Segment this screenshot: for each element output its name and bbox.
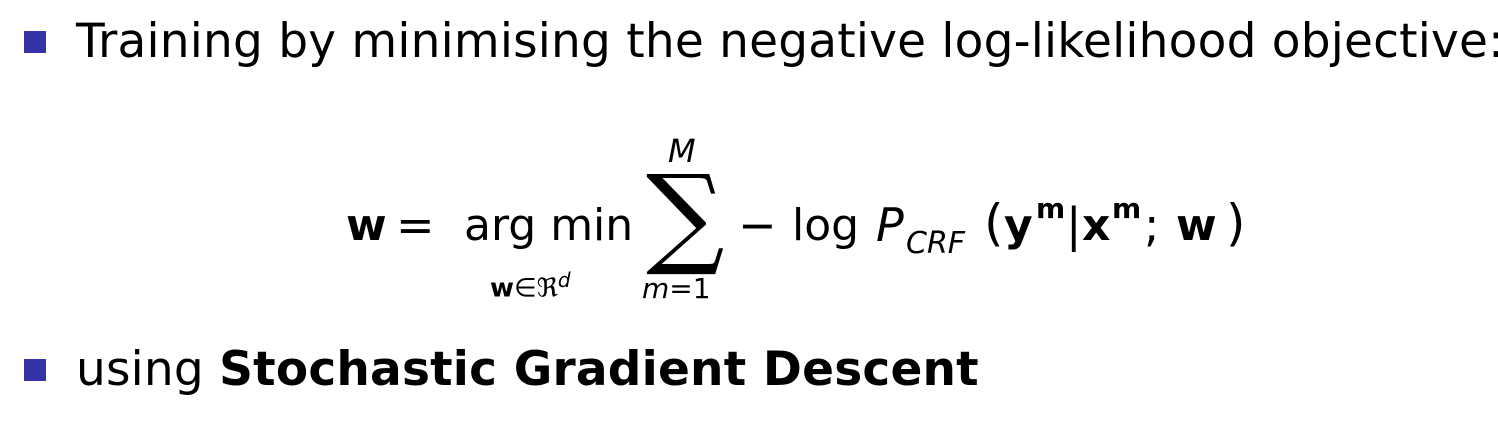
eq-sub-set: ℜ bbox=[536, 273, 558, 304]
eq-sum-lower: m=1 bbox=[642, 272, 711, 305]
eq-equals: = bbox=[396, 198, 435, 252]
eq-sub-in: ∈ bbox=[514, 273, 537, 304]
eq-P: P bbox=[876, 198, 904, 252]
eq-argmin: arg min bbox=[464, 200, 634, 251]
eq-lhs-w: w bbox=[346, 200, 387, 251]
eq-sum-upper: M bbox=[668, 132, 696, 170]
eq-y: y bbox=[1004, 200, 1033, 251]
bullet-item-sgd: using Stochastic Gradient Descent bbox=[24, 340, 979, 400]
eq-log: log bbox=[792, 200, 860, 251]
bullet-text-training: Training by minimising the negative log-… bbox=[76, 14, 1498, 69]
eq-sum-symbol: ∑ bbox=[646, 151, 725, 279]
eq-w: w bbox=[1176, 200, 1217, 251]
eq-argmin-subscript: w∈ℜd bbox=[490, 268, 571, 304]
eq-x-sup: m bbox=[1112, 192, 1142, 225]
bullet-square-icon bbox=[24, 31, 46, 53]
bullet-text-sgd-bold: Stochastic Gradient Descent bbox=[219, 342, 979, 397]
eq-close-paren: ) bbox=[1226, 194, 1246, 252]
bullet-text-sgd: using Stochastic Gradient Descent bbox=[76, 340, 979, 400]
bullet-item-training: Training by minimising the negative log-… bbox=[24, 12, 1498, 72]
eq-y-sup: m bbox=[1036, 192, 1066, 225]
bullet-text-sgd-prefix: using bbox=[76, 342, 220, 397]
eq-sub-exp: d bbox=[557, 268, 571, 292]
eq-semicolon: ; bbox=[1144, 198, 1160, 252]
eq-given: | bbox=[1066, 198, 1082, 252]
bullet-square-icon bbox=[24, 359, 46, 381]
eq-minus: − bbox=[738, 198, 777, 252]
equation-objective: w = arg min w∈ℜd M ∑ m=1 − log P CRF ( y… bbox=[0, 130, 1498, 315]
eq-sub-w: w bbox=[490, 273, 515, 304]
eq-P-subscript: CRF bbox=[906, 226, 966, 261]
eq-sum-lower-var: m bbox=[642, 272, 670, 305]
eq-x: x bbox=[1082, 200, 1111, 251]
eq-sum-lower-eq: =1 bbox=[669, 272, 711, 305]
eq-open-paren: ( bbox=[984, 194, 1004, 252]
